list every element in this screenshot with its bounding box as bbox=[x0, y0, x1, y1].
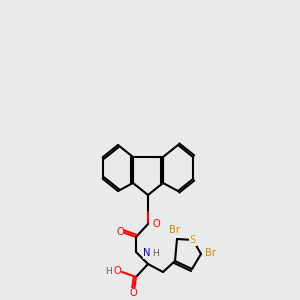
Text: O: O bbox=[129, 288, 137, 298]
Text: O: O bbox=[113, 266, 121, 276]
Text: H: H bbox=[153, 248, 159, 257]
Text: Br: Br bbox=[205, 248, 215, 258]
Text: Br: Br bbox=[169, 225, 179, 235]
Text: H: H bbox=[106, 266, 112, 275]
Text: N: N bbox=[143, 248, 151, 258]
Text: S: S bbox=[190, 235, 196, 245]
Text: O: O bbox=[152, 219, 160, 229]
Text: O: O bbox=[116, 227, 124, 237]
